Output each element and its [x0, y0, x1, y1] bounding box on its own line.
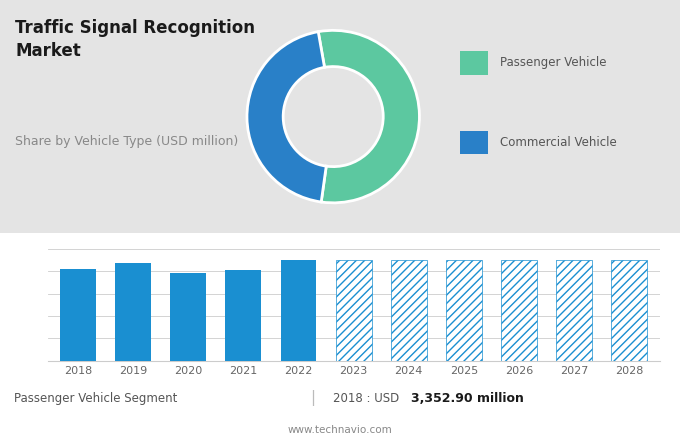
Text: Traffic Signal Recognition
Market: Traffic Signal Recognition Market — [15, 18, 255, 60]
Bar — [225, 270, 261, 361]
Bar — [336, 260, 371, 361]
Text: Passenger Vehicle Segment: Passenger Vehicle Segment — [14, 392, 177, 405]
Text: Share by Vehicle Type (USD million): Share by Vehicle Type (USD million) — [15, 135, 239, 148]
Bar — [391, 260, 426, 361]
Bar — [446, 260, 482, 361]
Text: Commercial Vehicle: Commercial Vehicle — [500, 136, 616, 149]
Wedge shape — [318, 30, 420, 203]
Text: Passenger Vehicle: Passenger Vehicle — [500, 56, 606, 70]
Wedge shape — [247, 32, 326, 202]
Bar — [60, 269, 96, 361]
Text: |: | — [310, 390, 316, 406]
Bar — [501, 260, 537, 361]
Bar — [281, 260, 316, 361]
Bar — [611, 260, 647, 361]
Bar — [115, 264, 151, 361]
FancyBboxPatch shape — [460, 131, 488, 154]
Text: 2018 : USD: 2018 : USD — [333, 392, 403, 405]
Bar — [556, 260, 592, 361]
Bar — [170, 273, 206, 361]
FancyBboxPatch shape — [460, 51, 488, 75]
Text: 3,352.90 million: 3,352.90 million — [411, 392, 524, 405]
Text: www.technavio.com: www.technavio.com — [288, 425, 392, 435]
